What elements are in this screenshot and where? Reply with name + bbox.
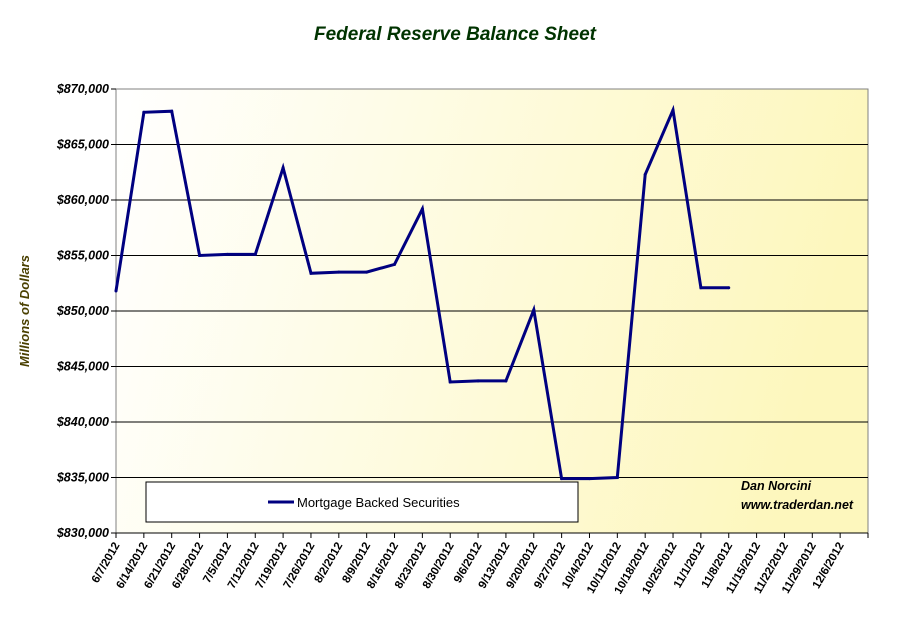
- data-point: [699, 286, 703, 290]
- data-point: [671, 108, 675, 112]
- y-axis-ticks: $830,000 $835,000 $840,000 $845,000 $850,000…: [56, 82, 116, 540]
- data-point: [448, 380, 452, 384]
- data-point: [365, 270, 369, 274]
- data-point: [420, 207, 424, 211]
- data-point: [393, 262, 397, 266]
- data-point: [532, 308, 536, 312]
- data-point: [337, 270, 341, 274]
- y-tick-label: $865,000: [56, 138, 109, 152]
- y-tick-label: $830,000: [56, 526, 109, 540]
- data-point: [615, 476, 619, 479]
- chart-title: Federal Reserve Balance Sheet: [314, 24, 597, 45]
- y-tick-label: $870,000: [56, 82, 109, 96]
- data-point: [587, 477, 591, 481]
- data-point: [281, 166, 285, 170]
- data-point: [309, 271, 313, 275]
- y-tick-label: $840,000: [56, 415, 109, 429]
- y-tick-label: $845,000: [56, 360, 109, 374]
- y-tick-label: $835,000: [56, 471, 109, 485]
- series-layer: [114, 104, 731, 481]
- credit-url: www.traderdan.net: [741, 498, 854, 512]
- data-point: [727, 286, 731, 290]
- data-point: [114, 289, 118, 293]
- legend-box: [145, 481, 579, 523]
- data-point: [253, 252, 257, 256]
- y-axis-label: Millions of Dollars: [17, 255, 32, 367]
- y-tick-label: $860,000: [56, 193, 109, 207]
- data-point: [225, 252, 229, 256]
- data-point: [170, 109, 174, 113]
- data-point: [504, 379, 508, 383]
- y-tick-label: $855,000: [56, 249, 109, 263]
- data-point: [643, 172, 647, 176]
- y-tick-label: $850,000: [56, 304, 109, 318]
- data-point: [476, 379, 480, 383]
- data-point: [142, 110, 146, 114]
- legend-label: Mortgage Backed Securities: [297, 495, 460, 510]
- legend: Mortgage Backed Securities: [145, 481, 579, 523]
- data-point: [198, 254, 202, 257]
- data-point: [560, 477, 564, 481]
- credit-name: Dan Norcini: [741, 479, 812, 493]
- x-axis-ticks: 6/7/20126/14/20126/21/20126/28/20127/5/2…: [90, 532, 869, 596]
